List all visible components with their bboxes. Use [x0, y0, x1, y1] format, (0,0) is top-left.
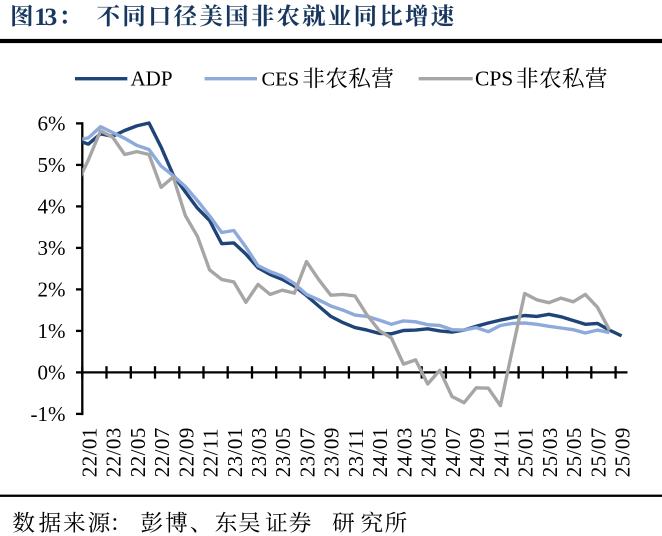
- svg-text:ADP: ADP: [131, 67, 173, 91]
- svg-text:0%: 0%: [38, 360, 66, 384]
- svg-text:-1%: -1%: [31, 402, 66, 426]
- svg-text:22/11: 22/11: [199, 428, 223, 477]
- svg-text:24/07: 24/07: [441, 427, 465, 477]
- svg-text:23/09: 23/09: [320, 427, 344, 477]
- svg-text:24/03: 24/03: [392, 427, 416, 477]
- svg-text:23/05: 23/05: [271, 427, 295, 477]
- svg-text:3%: 3%: [38, 236, 66, 260]
- svg-text:22/05: 22/05: [126, 427, 150, 477]
- svg-text:25/07: 25/07: [586, 427, 610, 477]
- svg-text:1%: 1%: [38, 319, 66, 343]
- svg-text:CPS: CPS: [475, 67, 513, 91]
- svg-text:22/07: 22/07: [150, 427, 174, 477]
- svg-text:CES: CES: [262, 69, 300, 91]
- svg-text:23/03: 23/03: [247, 427, 271, 477]
- svg-text:24/11: 24/11: [489, 428, 513, 477]
- svg-text:13: 13: [34, 2, 56, 31]
- svg-text:22/03: 22/03: [102, 427, 126, 477]
- svg-text:25/01: 25/01: [514, 427, 538, 477]
- svg-text:25/03: 25/03: [538, 427, 562, 477]
- svg-text:25/09: 25/09: [611, 427, 635, 477]
- svg-text:23/07: 23/07: [296, 427, 320, 477]
- svg-text:22/01: 22/01: [77, 427, 101, 477]
- svg-text:24/09: 24/09: [465, 427, 489, 477]
- svg-text:6%: 6%: [38, 111, 66, 135]
- svg-text:25/05: 25/05: [562, 427, 586, 477]
- svg-text:23/01: 23/01: [223, 427, 247, 477]
- svg-text:24/05: 24/05: [417, 427, 441, 477]
- svg-text:2%: 2%: [38, 277, 66, 301]
- svg-text:22/09: 22/09: [174, 427, 198, 477]
- svg-text:5%: 5%: [38, 153, 66, 177]
- svg-text:24/01: 24/01: [368, 427, 392, 477]
- svg-text:23/11: 23/11: [344, 428, 368, 477]
- svg-text:4%: 4%: [38, 194, 66, 218]
